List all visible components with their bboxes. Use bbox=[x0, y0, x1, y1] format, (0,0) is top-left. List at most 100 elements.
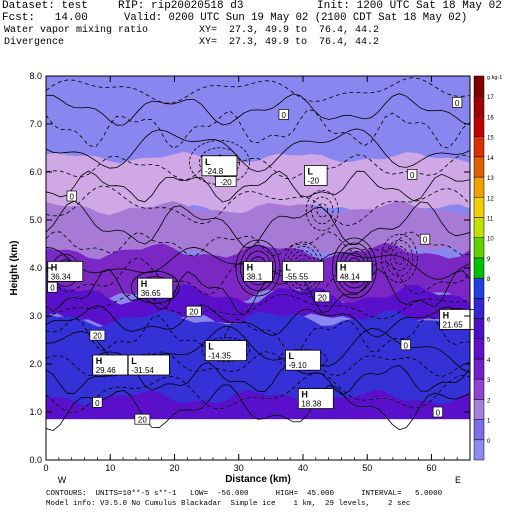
x-tick-label: 10 bbox=[105, 463, 115, 473]
low-letter: L bbox=[285, 262, 291, 272]
colorbar-label: 3 bbox=[487, 378, 491, 384]
axes: 0 10 20 30 40 50 60 0.0 1.0 2.0 3.0 4.0 5.0 6.0 7.0 8.0 bbox=[29, 71, 471, 473]
contour-line bbox=[46, 128, 470, 173]
band-moist-1 bbox=[46, 151, 470, 217]
init-label: Init: 1200 UTC Sat 18 May 02 bbox=[317, 0, 502, 12]
contour-value: 0 bbox=[281, 111, 286, 120]
contour-value-box bbox=[215, 176, 237, 187]
colorbar-swatch bbox=[473, 156, 485, 178]
contour-value: -20 bbox=[220, 178, 232, 187]
high-label-box bbox=[137, 277, 174, 299]
x-end-left: W bbox=[58, 475, 67, 485]
high-label-box bbox=[243, 260, 273, 282]
high-label-box bbox=[336, 260, 373, 282]
contour-value-box bbox=[134, 413, 151, 425]
low-label-box bbox=[304, 164, 328, 186]
y-tick-label: 8.0 bbox=[29, 71, 42, 81]
contour-cell bbox=[311, 196, 334, 225]
colorbar-label: 11 bbox=[487, 216, 494, 222]
y-tick-label: 1.0 bbox=[29, 407, 42, 417]
colorbar-label: 5 bbox=[487, 338, 491, 344]
y-tick-label: 6.0 bbox=[29, 167, 42, 177]
high-label-box bbox=[47, 260, 84, 282]
low-value: -20 bbox=[308, 176, 320, 185]
low-value: -14.35 bbox=[208, 352, 231, 361]
low-letter: L bbox=[208, 342, 214, 352]
contour-value-box bbox=[400, 339, 411, 351]
high-letter: H bbox=[51, 262, 58, 272]
high-value: 29.46 bbox=[96, 366, 117, 375]
contour-cell bbox=[130, 270, 180, 304]
high-label-group: H36.65 bbox=[137, 277, 174, 299]
high-label-box bbox=[92, 354, 129, 376]
contour-value: 0 bbox=[69, 193, 74, 202]
high-letter: H bbox=[443, 310, 450, 320]
colorbar-label: 7 bbox=[487, 297, 491, 303]
high-label-group: H29.46 bbox=[92, 354, 129, 376]
high-value: 18.38 bbox=[301, 400, 322, 409]
contour-value-box bbox=[89, 329, 106, 341]
high-label-group: H18.38 bbox=[297, 388, 334, 410]
contour-value: 20 bbox=[138, 416, 147, 425]
high-letter: H bbox=[340, 262, 347, 272]
contour-value-box bbox=[419, 233, 431, 245]
contour-cell bbox=[389, 245, 409, 271]
contour-cell bbox=[335, 242, 374, 294]
high-label-box bbox=[297, 388, 334, 410]
low-label-group: L-14.35 bbox=[204, 340, 247, 362]
colorbar-swatch bbox=[473, 318, 485, 339]
colorbar-label: 6 bbox=[487, 318, 491, 324]
colorbar-swatch bbox=[473, 439, 485, 461]
contour-value-group: 20 bbox=[314, 291, 331, 302]
low-label-box bbox=[201, 155, 238, 177]
field1-label: Water vapor mixing ratio bbox=[4, 25, 149, 36]
colorbar-label: 14 bbox=[487, 156, 494, 162]
contour-line bbox=[46, 315, 470, 356]
high-value: 36.65 bbox=[141, 289, 162, 298]
contour-cell bbox=[305, 189, 339, 231]
colorbar-swatch bbox=[473, 237, 485, 259]
xy2-label: XY= 27.3, 49.9 to 76.4, 44.2 bbox=[199, 37, 380, 48]
xy1-label: XY= 27.3, 49.9 to 76.4, 44.2 bbox=[199, 25, 380, 36]
high-label-group: H21.65 bbox=[439, 308, 476, 330]
contour-value-box bbox=[92, 397, 103, 408]
colorbar-unit: g kg-1 bbox=[487, 75, 502, 81]
colorbar-label: 12 bbox=[487, 196, 494, 202]
x-tick-label: 60 bbox=[426, 463, 436, 473]
colorbar-swatch bbox=[473, 197, 485, 218]
colorbar-label: 13 bbox=[487, 176, 494, 182]
colorbar-label: 10 bbox=[487, 237, 494, 243]
contour-line bbox=[46, 154, 470, 181]
colorbar-swatch bbox=[473, 338, 485, 360]
contour-value: 0 bbox=[436, 409, 441, 418]
low-value: -55.55 bbox=[285, 272, 308, 281]
contour-value-group: -20 bbox=[215, 176, 237, 187]
colorbar-swatch bbox=[473, 257, 485, 279]
contour-value-box bbox=[278, 109, 289, 120]
contour-cell bbox=[394, 251, 405, 265]
contour-line bbox=[46, 293, 470, 319]
x-tick-label: 50 bbox=[362, 463, 372, 473]
contour-labels: L-24.8L-55.55L-14.35L-31.54L-9.10L-20H36… bbox=[47, 97, 476, 425]
colorbar-label: 4 bbox=[487, 358, 491, 364]
contour-value-group: 0 bbox=[92, 397, 103, 408]
low-label-group: L-55.55 bbox=[281, 260, 324, 282]
contour-line bbox=[46, 170, 470, 203]
low-label-box bbox=[204, 340, 247, 362]
high-letter: H bbox=[301, 390, 308, 400]
contour-value-box bbox=[407, 169, 418, 180]
high-label-group: H48.14 bbox=[336, 260, 373, 282]
contour-line bbox=[46, 231, 470, 257]
contour-value: 0 bbox=[410, 171, 415, 180]
contour-cell bbox=[239, 245, 276, 291]
x-axis-label: Distance (km) bbox=[225, 474, 291, 485]
colorbar-label: 9 bbox=[487, 257, 491, 263]
colorbar-label: 16 bbox=[487, 115, 494, 121]
contour-value-group: 0 bbox=[66, 190, 77, 202]
y-tick-label: 2.0 bbox=[29, 359, 42, 369]
low-label-group: L-9.10 bbox=[285, 349, 321, 371]
contour-cell bbox=[385, 239, 414, 277]
colorbar-swatch bbox=[473, 378, 485, 400]
